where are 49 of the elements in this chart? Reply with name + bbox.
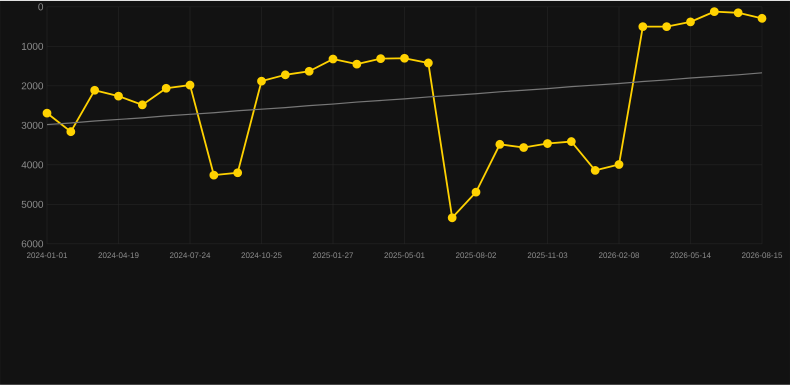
point bbox=[662, 22, 672, 32]
point bbox=[734, 8, 743, 18]
point bbox=[280, 70, 290, 80]
point bbox=[638, 22, 648, 32]
point bbox=[614, 160, 624, 169]
point bbox=[376, 54, 386, 64]
point bbox=[257, 76, 266, 86]
point bbox=[566, 137, 576, 146]
x-tick-label: 2026-02-08 bbox=[598, 252, 640, 258]
point bbox=[114, 92, 123, 101]
x-tick-label: 2024-04-19 bbox=[98, 252, 139, 258]
point bbox=[400, 54, 409, 63]
x-tick-label: 2025-08-02 bbox=[456, 252, 496, 258]
point bbox=[90, 86, 100, 95]
y-tick-label: 6000 bbox=[22, 240, 44, 248]
point bbox=[495, 140, 504, 149]
point bbox=[328, 54, 338, 64]
point bbox=[710, 7, 719, 16]
x-tick-label: 2025-11-03 bbox=[528, 252, 568, 258]
y-tick-label: 0 bbox=[38, 3, 44, 10]
point bbox=[519, 143, 528, 152]
point bbox=[42, 108, 52, 118]
x-tick-label: 2025-05-01 bbox=[384, 252, 425, 258]
point bbox=[686, 18, 695, 26]
point bbox=[138, 100, 147, 110]
point bbox=[758, 14, 766, 23]
point bbox=[472, 188, 480, 197]
point bbox=[590, 166, 600, 175]
point bbox=[543, 139, 552, 148]
point bbox=[233, 168, 242, 178]
x-tick-label: 2026-08-15 bbox=[742, 252, 782, 258]
point bbox=[162, 84, 171, 93]
point bbox=[448, 213, 457, 222]
y-tick-label: 2000 bbox=[22, 82, 44, 90]
x-tick-label: 2024-01-01 bbox=[26, 252, 68, 258]
y-tick-label: 3000 bbox=[22, 122, 44, 129]
point bbox=[186, 80, 194, 90]
point bbox=[209, 170, 218, 180]
y-tick-label: 1000 bbox=[22, 42, 44, 50]
point bbox=[424, 58, 433, 68]
y-tick-label: 5000 bbox=[22, 200, 44, 208]
x-tick-label: 2024-10-25 bbox=[241, 252, 282, 258]
point bbox=[66, 127, 76, 136]
point bbox=[304, 66, 314, 76]
point bbox=[352, 60, 362, 69]
y-tick-label: 4000 bbox=[21, 161, 44, 168]
x-tick-label: 2025-01-27 bbox=[312, 252, 354, 258]
x-tick-label: 2026-05-14 bbox=[670, 252, 711, 258]
x-tick-label: 2024-07-24 bbox=[170, 252, 210, 258]
